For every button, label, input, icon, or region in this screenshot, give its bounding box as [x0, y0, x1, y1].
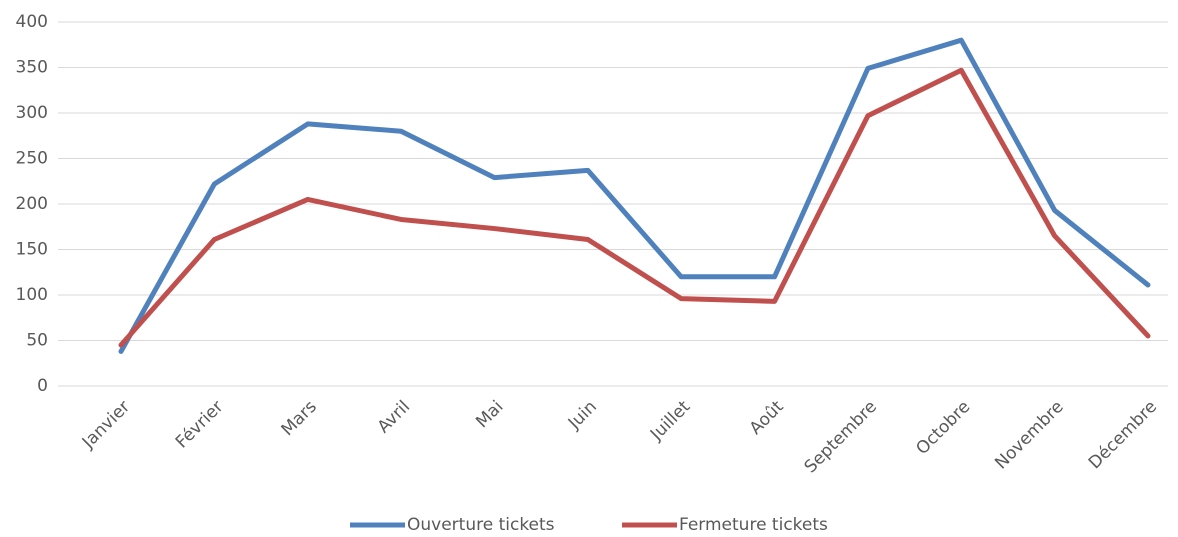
x-tick-label: Juin	[564, 397, 601, 434]
y-tick-label: 0	[37, 376, 48, 396]
x-tick-label: Octobre	[912, 397, 974, 459]
y-tick-label: 350	[16, 58, 48, 78]
x-tick-label: Décembre	[1085, 397, 1161, 473]
x-tick-label: Juillet	[646, 397, 694, 445]
x-tick-label: Janvier	[78, 397, 134, 453]
x-tick-label: Août	[746, 397, 788, 439]
y-tick-label: 150	[16, 240, 48, 260]
x-tick-label: Mars	[278, 397, 321, 440]
y-tick-label: 400	[16, 12, 48, 32]
x-tick-label: Septembre	[801, 397, 881, 477]
y-tick-label: 100	[16, 285, 48, 305]
y-tick-label: 300	[16, 103, 48, 123]
series-line	[118, 37, 1151, 354]
y-tick-label: 200	[16, 194, 48, 214]
series-line	[118, 67, 1151, 348]
y-tick-label: 50	[26, 331, 48, 351]
x-tick-label: Février	[172, 397, 228, 453]
x-tick-label: Novembre	[991, 397, 1067, 473]
x-tick-label: Avril	[374, 397, 414, 437]
y-tick-label: 250	[16, 149, 48, 169]
legend-label: Ouverture tickets	[407, 515, 555, 535]
x-tick-label: Mai	[472, 397, 507, 432]
legend-label: Fermeture tickets	[679, 515, 828, 535]
